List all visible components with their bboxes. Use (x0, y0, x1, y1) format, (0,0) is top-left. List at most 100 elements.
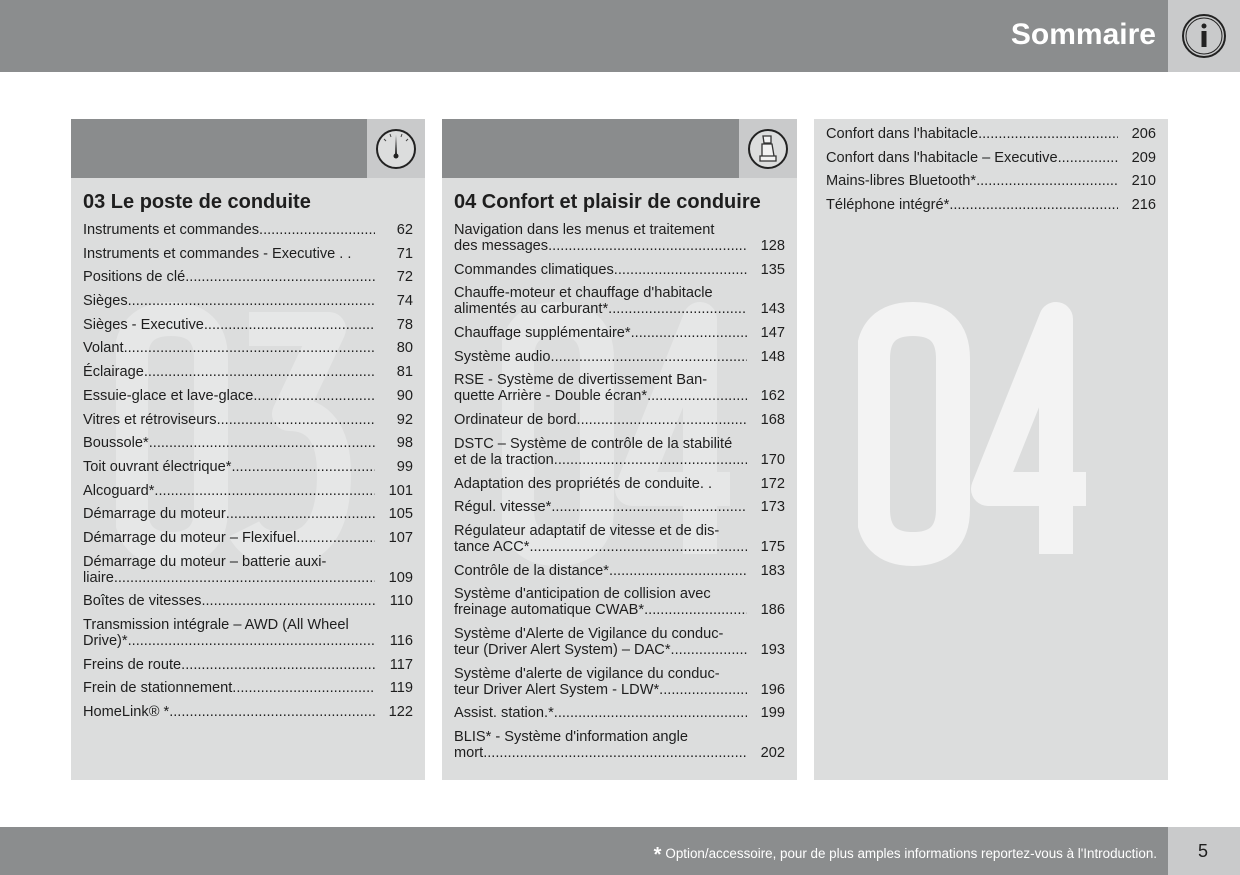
toc-page-number: 196 (760, 681, 785, 698)
dot-leader (659, 682, 747, 698)
toc-entry[interactable]: Mains-libres Bluetooth* 210 (826, 173, 1156, 189)
dot-leader (614, 262, 747, 278)
section-title: 03 Le poste de conduite (83, 191, 311, 213)
page-title: Sommaire (1010, 18, 1156, 51)
toc-page-number: 135 (760, 261, 785, 278)
toc-entry-title: Assist. station.* (454, 705, 554, 722)
toc-entry[interactable]: Système audio 148 (454, 349, 785, 365)
dot-leader (154, 483, 375, 499)
dot-leader (1058, 150, 1118, 166)
toc-entry[interactable]: Téléphone intégré* 216 (826, 197, 1156, 213)
toc-page-number: 170 (760, 451, 785, 468)
toc-entry-title: Vitres et rétroviseurs (83, 411, 217, 428)
toc-page-number: 193 (760, 641, 785, 658)
toc-page-number: 116 (389, 633, 413, 649)
toc-entry[interactable]: Commandes climatiques 135 (454, 262, 785, 278)
toc-entry[interactable]: Frein de stationnement 119 (83, 680, 413, 696)
toc-page-number: 74 (396, 293, 413, 310)
dot-leader (551, 349, 747, 365)
toc-page-number: 216 (1131, 197, 1156, 214)
dot-leader (204, 317, 375, 333)
toc-page-number: 119 (389, 680, 413, 697)
toc-entry[interactable]: Éclairage 81 (83, 364, 413, 380)
toc-entry[interactable]: Navigation dans les menus et traitement d… (454, 222, 785, 254)
toc-entry[interactable]: Boîtes de vitesses 110 (83, 593, 413, 609)
toc-entry[interactable]: Instruments et commandes 62 (83, 222, 413, 238)
toc-page-number: 78 (396, 316, 413, 333)
toc-entry[interactable]: Boussole* 98 (83, 435, 413, 451)
toc-entry[interactable]: Transmission intégrale – AWD (All Wheel D… (83, 617, 413, 649)
toc-entry[interactable]: RSE - Système de divertissement Ban-quet… (454, 372, 785, 404)
toc-page-number: 105 (388, 506, 413, 523)
toc-page-number: 202 (760, 745, 785, 761)
toc-entry[interactable]: Démarrage du moteur – Flexifuel 107 (83, 530, 413, 546)
dot-leader (149, 435, 375, 451)
toc-entry[interactable]: Vitres et rétroviseurs 92 (83, 412, 413, 428)
footer-note: * Option/accessoire, pour de plus amples … (654, 844, 1157, 867)
toc-entry[interactable]: Confort dans l'habitacle 206 (826, 126, 1156, 142)
toc-entry[interactable]: Alcoguard* 101 (83, 483, 413, 499)
toc-page-number: 186 (760, 602, 785, 619)
toc-entry[interactable]: Adaptation des propriétés de conduite. .… (454, 476, 785, 492)
toc-entry[interactable]: Chauffe-moteur et chauffage d'habitacle a… (454, 285, 785, 317)
toc-entry[interactable]: Instruments et commandes - Executive . .… (83, 246, 413, 262)
toc-entry[interactable]: Volant 80 (83, 340, 413, 356)
toc-page-number: 99 (396, 458, 413, 475)
toc-page-number: 210 (1131, 173, 1156, 190)
toc-page-number: 107 (388, 529, 413, 546)
toc-entry-title: des messages (454, 238, 549, 254)
toc-entry-title: quette Arrière - Double écran* (454, 388, 648, 405)
toc-entry-title: Sièges (83, 293, 128, 310)
toc-entry-title: Alcoguard* (83, 482, 155, 499)
section-header-bar (442, 119, 739, 178)
toc-page-number: 209 (1131, 149, 1156, 166)
toc-entry-title: Sièges - Executive (83, 316, 204, 333)
toc-entry[interactable]: Freins de route 117 (83, 657, 413, 673)
toc-entry[interactable]: Essuie-glace et lave-glace 90 (83, 388, 413, 404)
toc-entry-title: Chauffage supplémentaire* (454, 325, 631, 342)
toc-entry[interactable]: Sièges - Executive 78 (83, 317, 413, 333)
toc-entry[interactable]: Toit ouvrant électrique* 99 (83, 459, 413, 475)
toc-entry[interactable]: Assist. station.* 199 (454, 705, 785, 721)
asterisk: * (653, 844, 662, 866)
dot-leader (554, 705, 747, 721)
toc-entry[interactable]: Démarrage du moteur – batterie auxi-liai… (83, 554, 413, 586)
toc-page-number: 110 (389, 593, 413, 610)
page-number: 5 (1168, 827, 1240, 875)
toc-entry[interactable]: Ordinateur de bord 168 (454, 412, 785, 428)
toc-entry-title: Essuie-glace et lave-glace (83, 387, 254, 404)
toc-entry[interactable]: Système d'anticipation de collision avec… (454, 586, 785, 618)
toc-entry[interactable]: Système d'Alerte de Vigilance du conduc-… (454, 626, 785, 658)
toc-entry[interactable]: HomeLink® * 122 (83, 704, 413, 720)
toc-entry-title: Ordinateur de bord (454, 412, 577, 429)
toc-entry[interactable]: Chauffage supplémentaire* 147 (454, 325, 785, 341)
dot-leader (978, 126, 1118, 142)
toc-entry-title: Drive)* (83, 633, 128, 649)
toc-entry-title: Contrôle de la distance* (454, 562, 609, 579)
toc-page-number: 175 (760, 538, 785, 555)
dot-leader (201, 593, 375, 609)
toc-entry[interactable]: Contrôle de la distance* 183 (454, 563, 785, 579)
gauge-icon (367, 119, 425, 178)
dot-leader (577, 412, 747, 428)
toc-entry-title: Frein de stationnement (83, 680, 233, 697)
section-title: 04 Confort et plaisir de conduire (454, 191, 761, 213)
toc-entry[interactable]: Confort dans l'habitacle – Executive 209 (826, 150, 1156, 166)
dot-leader (128, 293, 375, 309)
seat-icon (739, 119, 797, 178)
dot-leader (296, 530, 375, 546)
toc-entry[interactable]: Régulateur adaptatif de vitesse et de di… (454, 523, 785, 555)
toc-entry[interactable]: Démarrage du moteur 105 (83, 506, 413, 522)
toc-entry-title: Téléphone intégré* (826, 197, 950, 214)
toc-entry[interactable]: Régul. vitesse* 173 (454, 499, 785, 515)
toc-entry[interactable]: Positions de clé 72 (83, 269, 413, 285)
toc-entry[interactable]: Système d'alerte de vigilance du conduc-… (454, 666, 785, 698)
toc-entry[interactable]: Sièges 74 (83, 293, 413, 309)
footer-note-text: Option/accessoire, pour de plus amples i… (665, 846, 1157, 861)
toc-entry[interactable]: DSTC – Système de contrôle de la stabili… (454, 436, 785, 468)
toc-entry-title: teur (Driver Alert System) – DAC* (454, 641, 671, 658)
toc-entry-title: Régul. vitesse* (454, 499, 552, 516)
watermark-04-large (858, 302, 1086, 566)
toc-page-number: 101 (388, 482, 413, 499)
